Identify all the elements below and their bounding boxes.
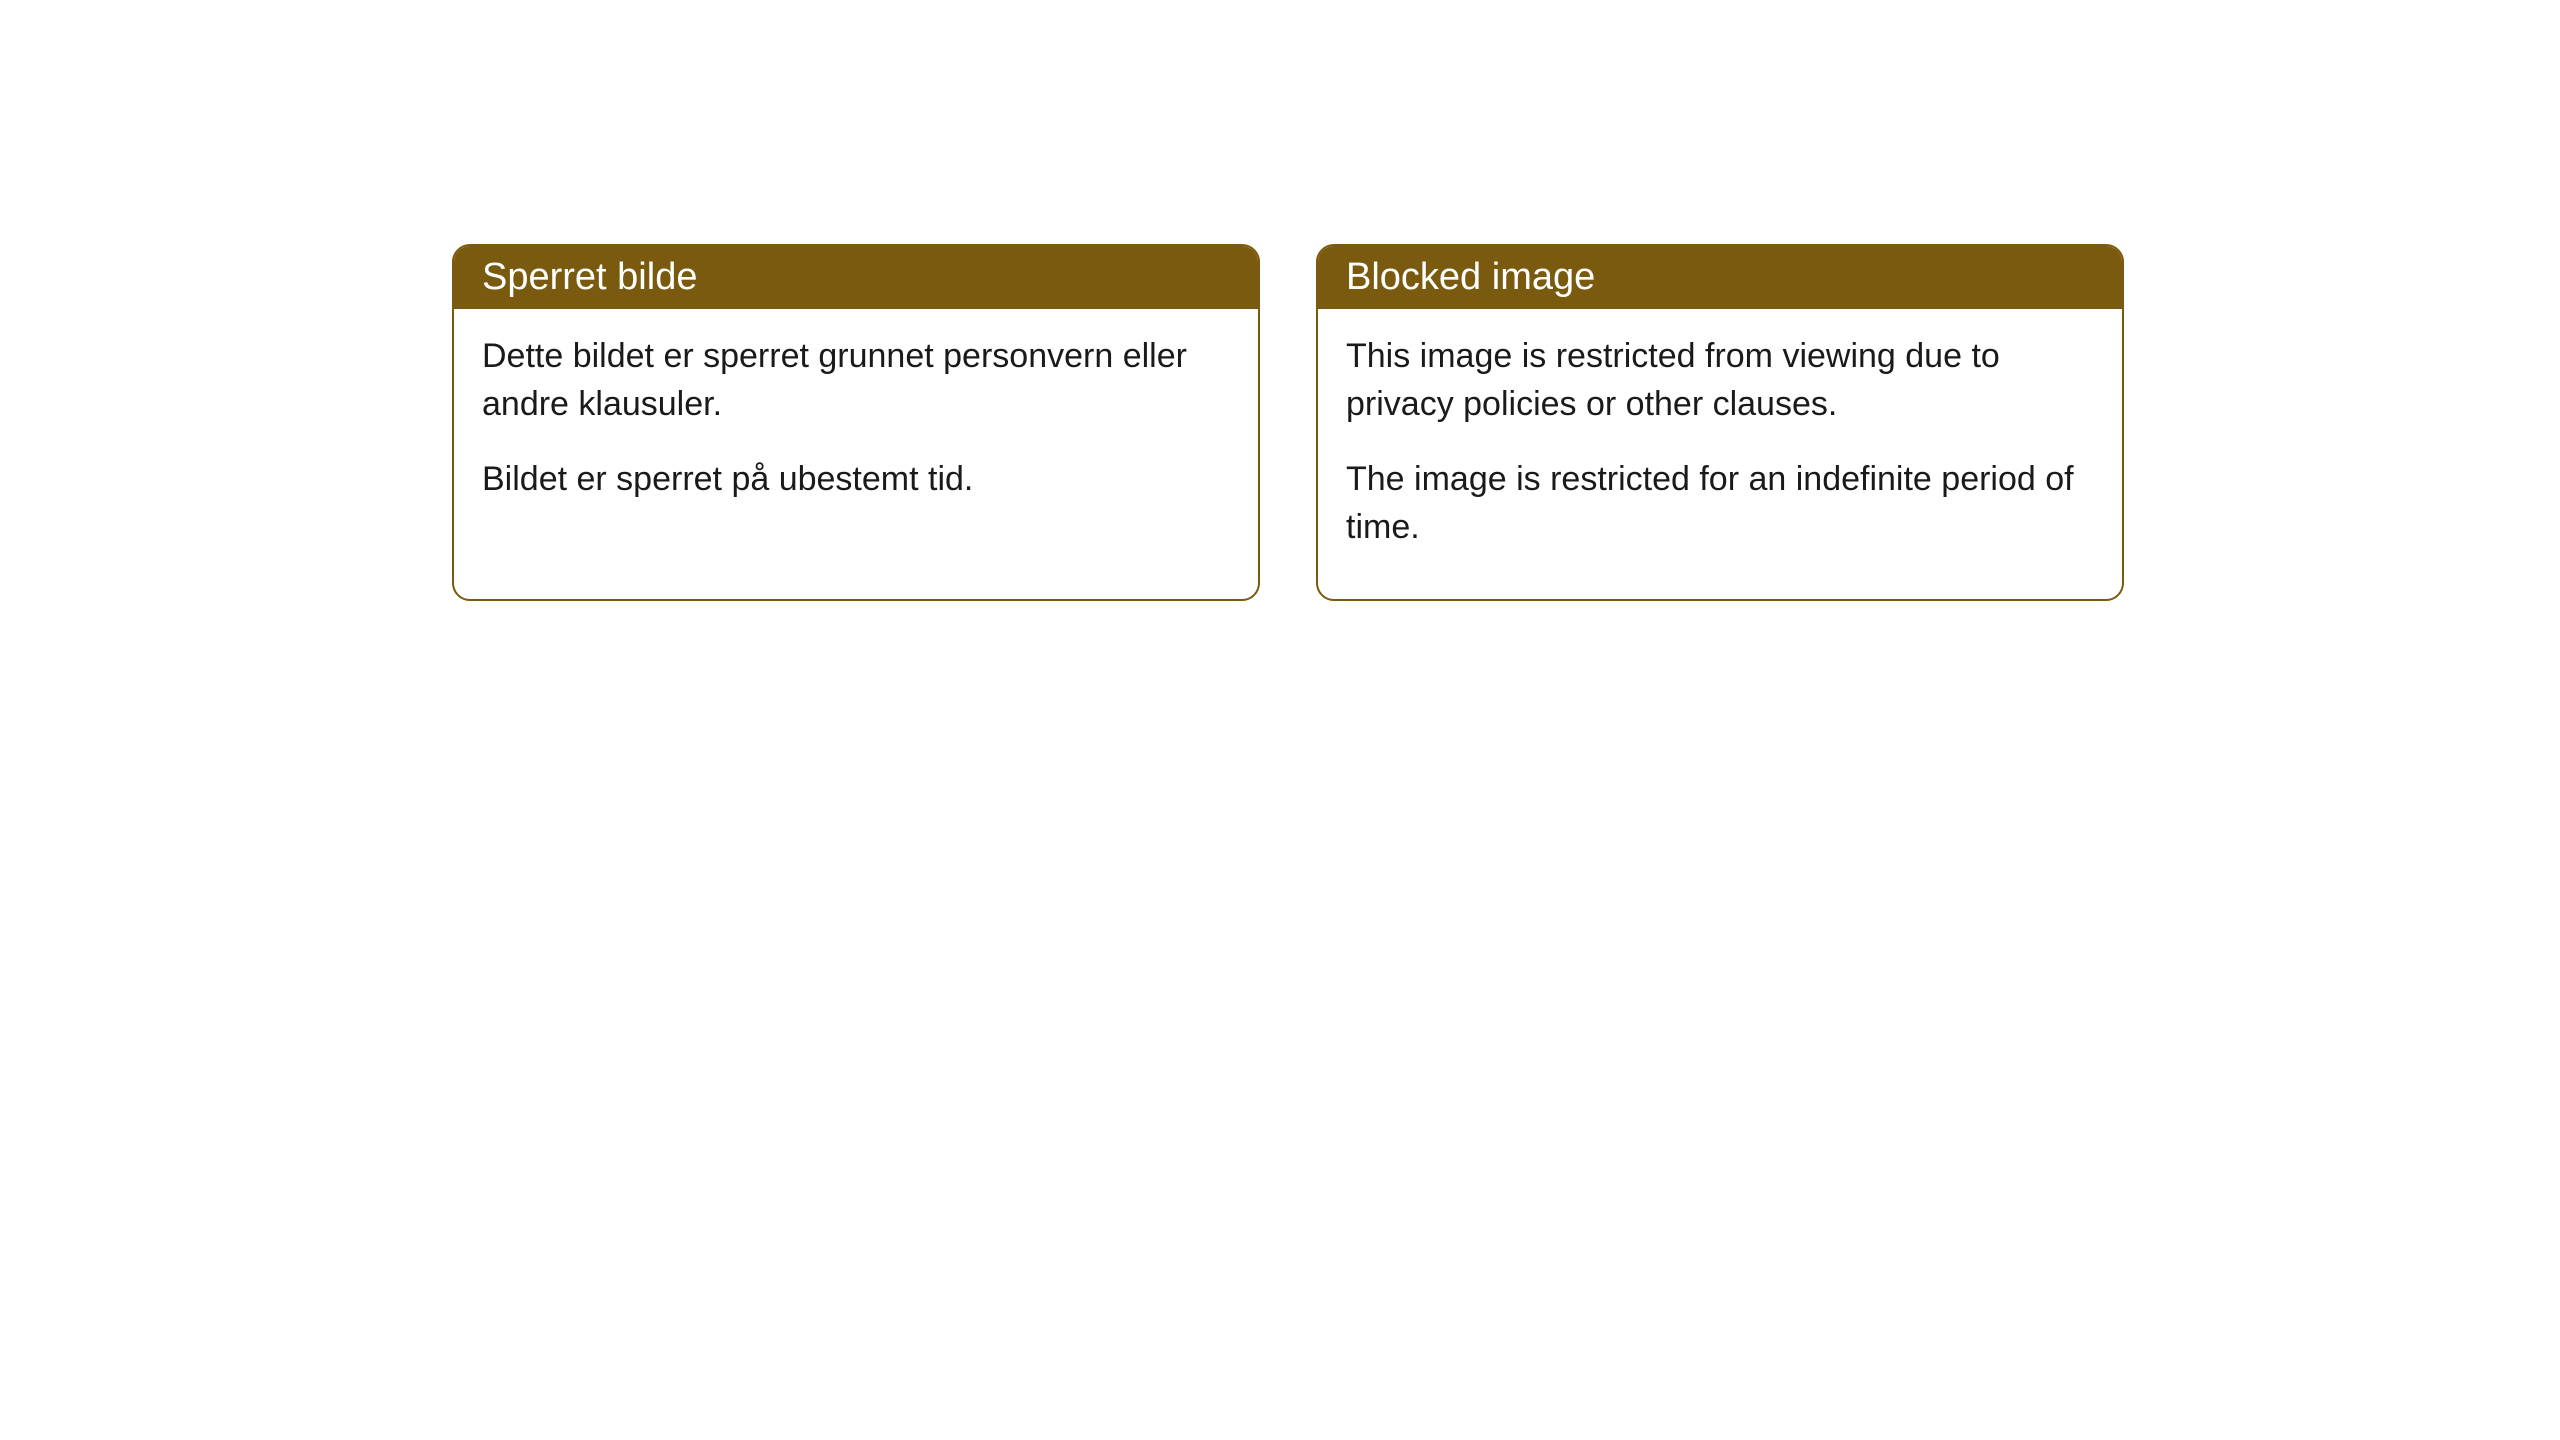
card-title: Sperret bilde xyxy=(482,256,697,298)
card-body: This image is restricted from viewing du… xyxy=(1318,309,2122,599)
card-paragraph: The image is restricted for an indefinit… xyxy=(1346,456,2094,551)
card-title: Blocked image xyxy=(1346,256,1595,298)
notice-card-norwegian: Sperret bilde Dette bildet er sperret gr… xyxy=(452,244,1260,601)
card-body: Dette bildet er sperret grunnet personve… xyxy=(454,309,1258,552)
card-paragraph: Bildet er sperret på ubestemt tid. xyxy=(482,456,1230,504)
notice-card-english: Blocked image This image is restricted f… xyxy=(1316,244,2124,601)
card-paragraph: Dette bildet er sperret grunnet personve… xyxy=(482,333,1230,428)
notice-cards-container: Sperret bilde Dette bildet er sperret gr… xyxy=(452,244,2124,601)
card-header: Sperret bilde xyxy=(454,246,1258,309)
card-header: Blocked image xyxy=(1318,246,2122,309)
card-paragraph: This image is restricted from viewing du… xyxy=(1346,333,2094,428)
